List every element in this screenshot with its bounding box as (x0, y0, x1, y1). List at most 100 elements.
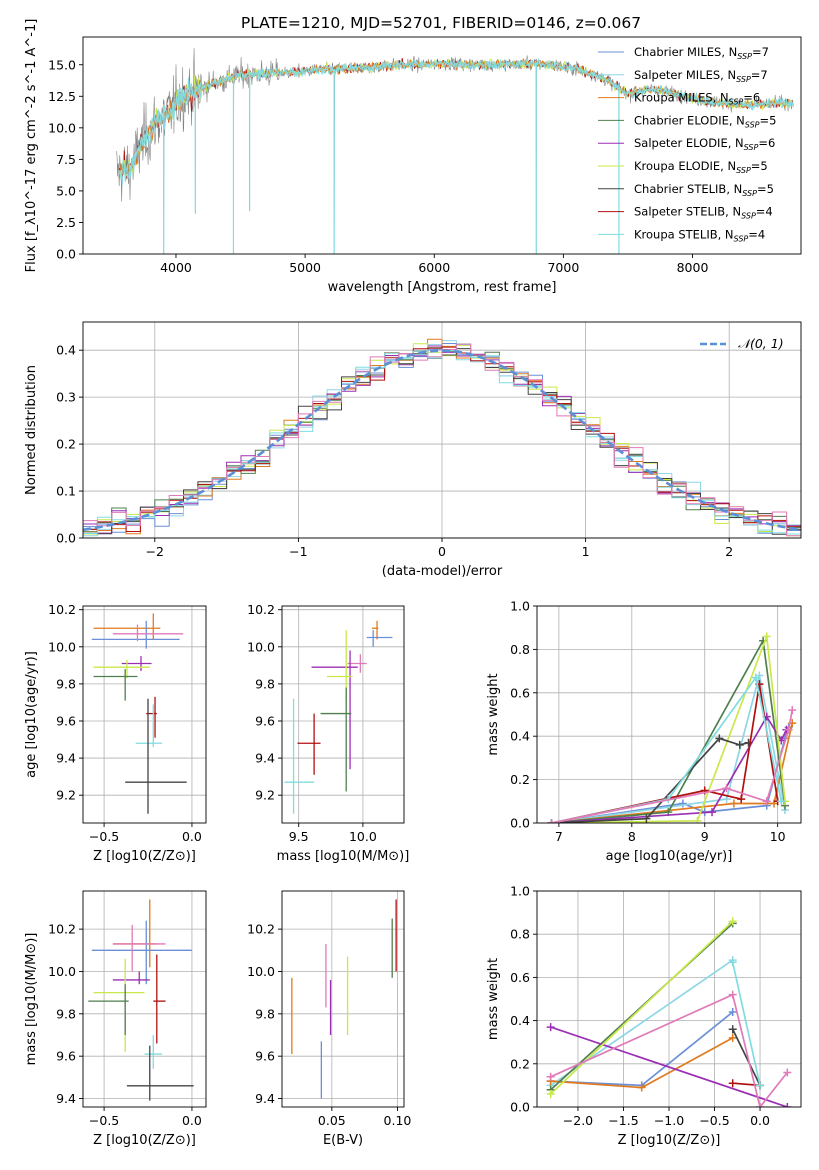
weight-marker (728, 958, 737, 967)
weight-series-line (551, 675, 786, 823)
y-tick-label: 9.8 (56, 1006, 76, 1021)
legend-entry-part: SSP (745, 120, 760, 129)
y-tick-label: 2.5 (56, 215, 76, 230)
legend-entry-part: Salpeter ELODIE, N (634, 136, 744, 150)
weight-marker (728, 1079, 737, 1088)
legend-entry: Kroupa STELIB, NSSP=4 (634, 227, 765, 243)
axes-mass_vs_ebv: 0.05 0.10 9.4 9.6 9.8 10.0 10.2 E(B-V) (247, 890, 411, 1148)
y-tick-label: 9.6 (255, 713, 275, 728)
legend-entry-part: SSP (744, 143, 759, 152)
weight-series-line (731, 1028, 761, 1086)
x-tick-label: 8000 (677, 260, 709, 275)
weight-marker (756, 1081, 765, 1090)
y-tick-label: 0.4 (510, 729, 530, 744)
weight-marker (737, 795, 746, 804)
axes-frame (281, 605, 405, 824)
legend-entry: Chabrier MILES, NSSP=7 (634, 45, 769, 61)
legend-entry-part: Chabrier MILES, N (634, 45, 737, 59)
y-axis-label: age [log10(age/yr)] (24, 651, 39, 778)
plot-area-mass_vs_ebv (291, 899, 397, 1099)
legend-entry-part: Kroupa ELODIE, N (634, 159, 736, 173)
plot-area-mass_vs_Z (88, 899, 194, 1101)
y-tick-label: 0.8 (510, 927, 530, 942)
legend-entry-part: =5 (760, 113, 777, 127)
weight-marker (678, 799, 687, 808)
weight-marker (546, 1090, 555, 1099)
y-tick-label: 10.0 (48, 964, 76, 979)
y-axis-label: Flux [f_λ10^-17 erg cm^-2 s^-1 A^-1] (24, 19, 39, 273)
legend-entry-part: =4 (748, 227, 765, 241)
x-tick-label: 7000 (547, 260, 579, 275)
weight-series-line (550, 1026, 788, 1107)
x-tick-label: 9.5 (289, 829, 309, 844)
weight-series-line (731, 962, 761, 1086)
y-tick-label: 0.0 (56, 247, 76, 262)
error-bar-point (93, 669, 138, 701)
x-tick-label: −0.5 (89, 1113, 119, 1128)
legend-entry-part: Chabrier ELODIE, N (634, 113, 745, 127)
y-tick-label: 0.8 (510, 642, 530, 657)
weight-marker (777, 797, 786, 806)
y-tick-label: 1.0 (510, 884, 530, 899)
legend-entry-part: SSP (741, 212, 756, 221)
y-axis-label: mass weight (486, 673, 501, 755)
y-tick-label: 0.1 (56, 484, 76, 499)
error-bar-point (320, 687, 352, 792)
legend-entry-part: SSP (736, 75, 751, 84)
weight-marker (728, 1033, 737, 1042)
error-bar-point (93, 958, 145, 1052)
y-tick-label: 9.8 (255, 676, 275, 691)
weight-marker (642, 814, 651, 823)
legend-entry-part: Kroupa STELIB, N (634, 227, 734, 241)
legend-entry-part: =7 (751, 68, 768, 82)
weight-marker (762, 632, 771, 641)
x-axis-label: E(B-V) (323, 1133, 363, 1148)
error-bar-point (112, 971, 150, 985)
x-axis-label: Z [log10(Z/Z⊙)] (618, 1133, 721, 1148)
y-tick-label: 9.8 (255, 1006, 275, 1021)
legend-entry-part: SSP (729, 98, 744, 107)
error-bar-point (125, 698, 187, 814)
error-bar-point (297, 713, 321, 775)
y-tick-label: 0.4 (56, 343, 76, 358)
x-tick-label: 7 (555, 829, 563, 844)
histogram-step-line (83, 338, 801, 535)
x-tick-label: 10.0 (349, 829, 377, 844)
x-tick-label: −2.0 (563, 1113, 593, 1128)
y-tick-label: 0.6 (510, 685, 530, 700)
legend-entry-part: =7 (752, 45, 769, 59)
y-tick-label: 10.0 (48, 120, 76, 135)
y-tick-label: 7.5 (56, 152, 76, 167)
legend-entry-part: Chabrier STELIB, N (634, 182, 742, 196)
histogram-step-line (83, 346, 801, 532)
error-bar-point (93, 613, 161, 640)
x-axis-label: Z [log10(Z/Z⊙)] (93, 849, 196, 864)
x-tick-label: 0.0 (182, 1113, 202, 1128)
x-tick-label: 0.0 (182, 829, 202, 844)
x-tick-label: −2 (146, 544, 164, 559)
legend-entry-part: SSP (737, 52, 752, 61)
y-tick-label: 0.0 (56, 531, 76, 546)
error-bar-point (121, 656, 152, 671)
weight-marker (728, 1007, 737, 1016)
legend-entry-part: SSP (736, 166, 751, 175)
y-tick-label: 5.0 (56, 183, 76, 198)
plot-area-weight_vs_Z (546, 917, 792, 1107)
y-tick-label: 0.6 (510, 970, 530, 985)
error-bar-point (91, 620, 180, 649)
axes-frame (82, 890, 207, 1108)
error-bar-point (311, 650, 358, 770)
legend-entry-part: Salpeter MILES, N (634, 68, 736, 82)
axes-mass_vs_Z: −0.5 0.0 9.4 9.6 9.8 10.0 10.2 Z [log10(Z/Z⊙)] m… (24, 890, 207, 1148)
legend-entry: Salpeter MILES, NSSP=7 (634, 68, 768, 84)
error-bar-point (126, 1045, 194, 1101)
y-tick-label: 12.5 (48, 89, 76, 104)
weight-marker (728, 1025, 737, 1034)
axes-frame (281, 890, 405, 1108)
error-bar-point (88, 984, 129, 1035)
x-tick-label: 4000 (160, 260, 192, 275)
y-axis-label: mass weight (486, 958, 501, 1040)
y-axis-label: mass [log10(M/M⊙)] (24, 933, 39, 1066)
